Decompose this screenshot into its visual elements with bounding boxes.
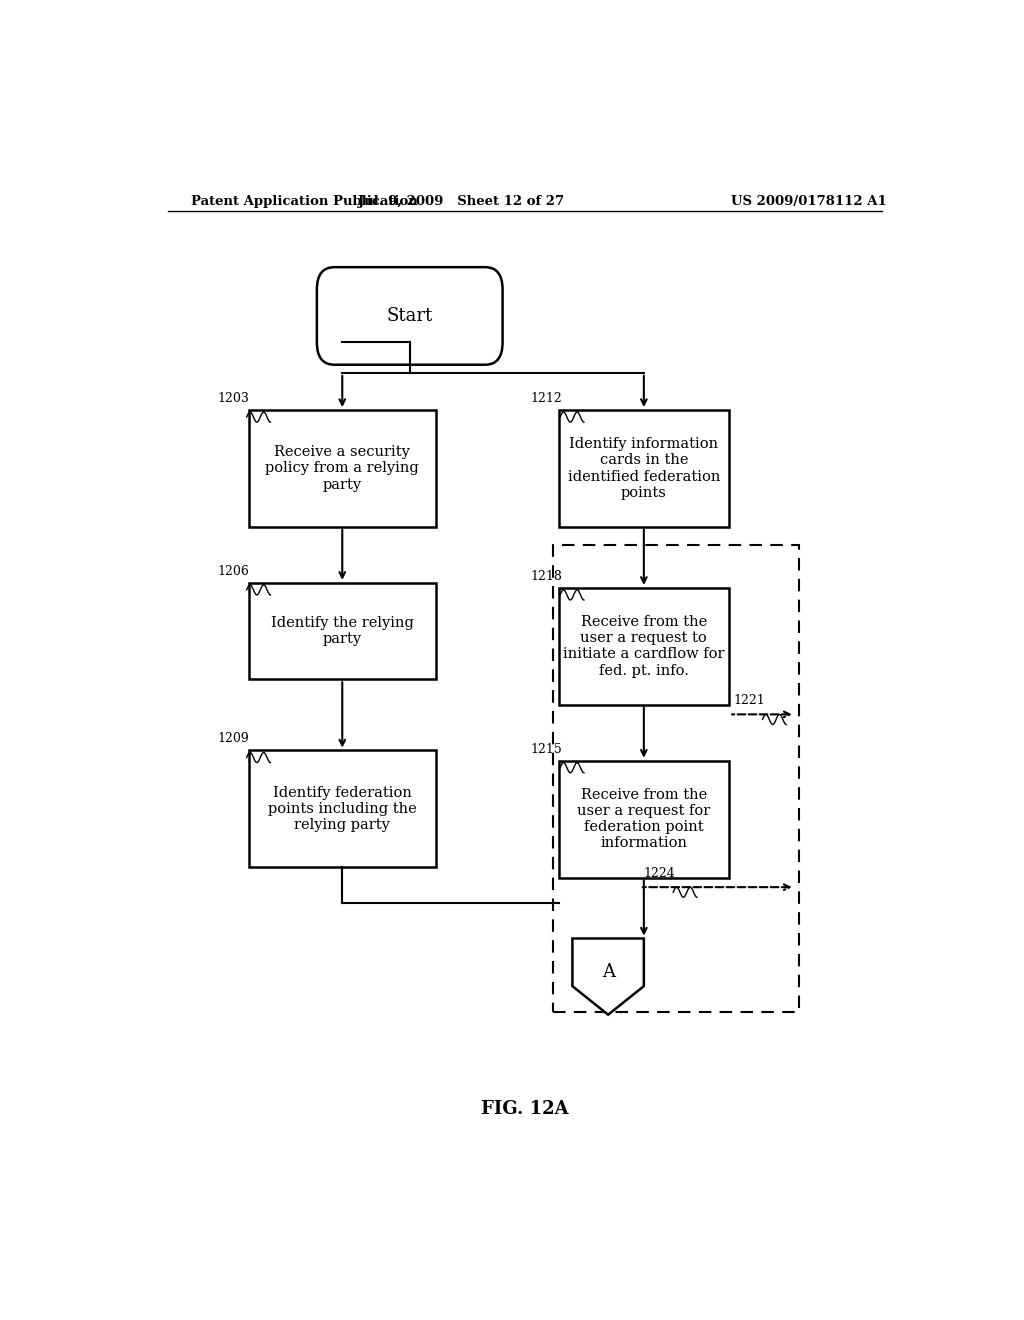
- Text: Jul. 9, 2009   Sheet 12 of 27: Jul. 9, 2009 Sheet 12 of 27: [358, 194, 564, 207]
- FancyBboxPatch shape: [316, 267, 503, 364]
- Text: Identify information
cards in the
identified federation
points: Identify information cards in the identi…: [567, 437, 720, 500]
- Text: Identify federation
points including the
relying party: Identify federation points including the…: [268, 785, 417, 832]
- Bar: [249, 751, 435, 867]
- Text: A: A: [602, 964, 614, 981]
- Text: Receive a security
policy from a relying
party: Receive a security policy from a relying…: [265, 445, 419, 491]
- Text: 1203: 1203: [217, 392, 249, 405]
- Bar: [558, 760, 729, 878]
- Text: Identify the relying
party: Identify the relying party: [270, 616, 414, 645]
- Text: 1212: 1212: [530, 392, 562, 405]
- Text: Patent Application Publication: Patent Application Publication: [191, 194, 418, 207]
- Text: 1215: 1215: [530, 743, 562, 755]
- Text: US 2009/0178112 A1: US 2009/0178112 A1: [731, 194, 887, 207]
- Bar: [249, 411, 435, 527]
- Text: 1209: 1209: [217, 733, 249, 746]
- Text: Start: Start: [387, 308, 433, 325]
- Polygon shape: [572, 939, 644, 1015]
- Text: 1206: 1206: [217, 565, 249, 578]
- Bar: [558, 587, 729, 705]
- Text: 1218: 1218: [530, 570, 562, 582]
- Bar: [558, 411, 729, 527]
- Text: 1224: 1224: [644, 867, 676, 880]
- Bar: [249, 582, 435, 680]
- Text: 1221: 1221: [733, 694, 765, 708]
- Text: Receive from the
user a request for
federation point
information: Receive from the user a request for fede…: [578, 788, 711, 850]
- Text: FIG. 12A: FIG. 12A: [481, 1100, 568, 1118]
- Bar: [553, 545, 799, 1012]
- Text: Receive from the
user a request to
initiate a cardflow for
fed. pt. info.: Receive from the user a request to initi…: [563, 615, 725, 677]
